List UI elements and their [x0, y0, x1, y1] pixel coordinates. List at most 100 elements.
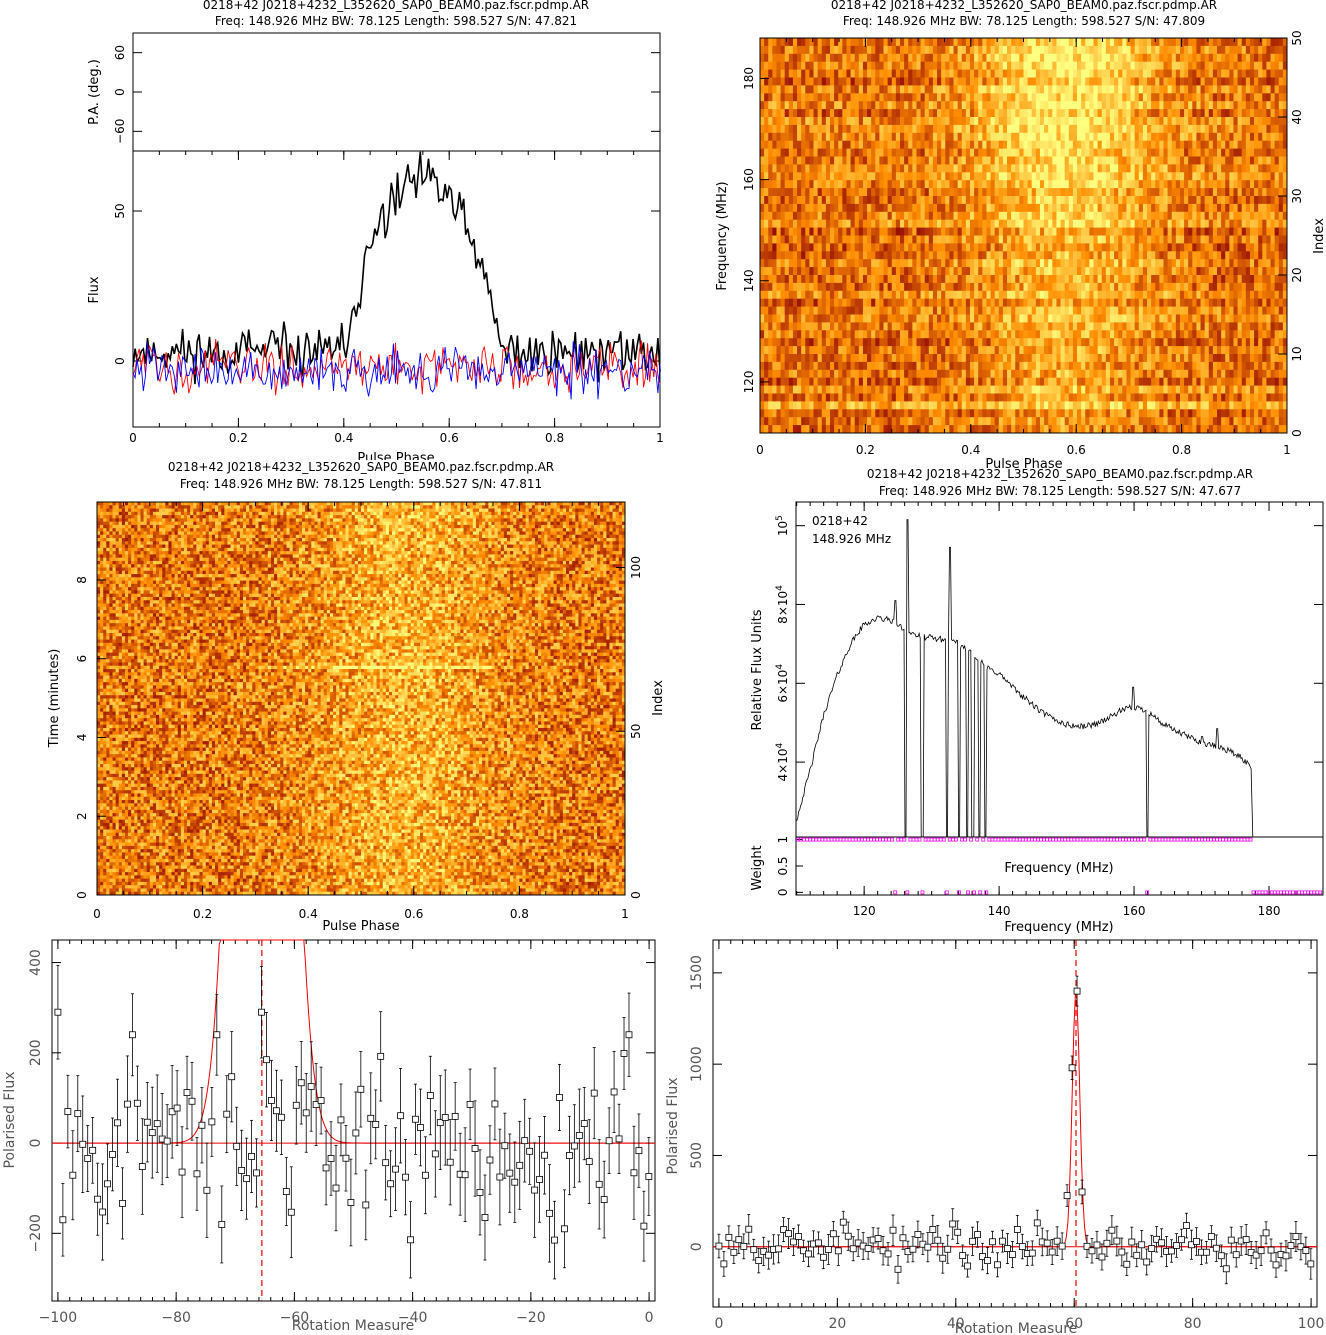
heatmap-cell [1278, 267, 1284, 276]
heatmap-cell [941, 243, 946, 252]
heatmap-cell [941, 196, 946, 205]
heatmap-cell [961, 314, 967, 323]
heatmap-cell [854, 314, 860, 323]
heatmap-cell [780, 306, 786, 315]
heatmap-cell [1217, 61, 1222, 70]
heatmap-cell [1204, 93, 1210, 102]
heatmap-cell [1064, 330, 1070, 339]
heatmap-cell [1254, 251, 1259, 260]
heatmap-cell [838, 188, 843, 197]
heatmap-cell [1212, 101, 1218, 110]
heatmap-cell [1151, 188, 1156, 197]
heatmap-cell [953, 330, 959, 339]
heatmap-cell [1007, 164, 1012, 173]
heatmap-cell [1217, 211, 1222, 221]
heatmap-cell [784, 330, 790, 339]
heatmap-cell [1262, 322, 1267, 331]
heatmap-cell [1031, 140, 1037, 149]
heatmap-cell [1081, 259, 1086, 268]
y-tick-label: 50 [113, 203, 127, 218]
heatmap-cell [1249, 227, 1255, 236]
heatmap-cell [850, 180, 856, 189]
heatmap-cell [1163, 203, 1168, 213]
heatmap-cell [1270, 211, 1276, 221]
heatmap-cell [1258, 188, 1263, 197]
heatmap-cell [982, 172, 987, 181]
heatmap-cell [764, 164, 769, 173]
heatmap-cell [1077, 148, 1082, 157]
heatmap-cell [1142, 282, 1148, 292]
heatmap-cell [1200, 322, 1206, 331]
heatmap-cell [1188, 164, 1193, 173]
heatmap-cell [1208, 290, 1214, 300]
heatmap-cell [776, 85, 781, 94]
heatmap-cell [965, 69, 971, 78]
heatmap-cell [1085, 298, 1090, 307]
heatmap-cell [1184, 275, 1189, 284]
heatmap-cell [862, 148, 868, 157]
heatmap-cell [1068, 211, 1074, 221]
heatmap-cell [1089, 132, 1094, 142]
heatmap-cell [1147, 267, 1152, 276]
heatmap-cell [1274, 251, 1280, 260]
heatmap-cell [990, 243, 996, 252]
heatmap-cell [764, 117, 769, 126]
heatmap-cell [1254, 117, 1259, 126]
heatmap-cell [1068, 132, 1074, 142]
heatmap-cell [1233, 38, 1238, 47]
heatmap-cell [862, 85, 868, 94]
heatmap-cell [1081, 322, 1086, 331]
heatmap-cell [912, 227, 917, 236]
heatmap-cell [953, 275, 959, 284]
heatmap-cell [1019, 227, 1024, 236]
heatmap-cell [998, 77, 1004, 86]
heatmap-cell [1155, 227, 1160, 236]
heatmap-cell [801, 38, 806, 47]
heatmap-cell [1011, 196, 1016, 205]
heatmap-cell [1134, 219, 1140, 228]
heatmap-cell [1179, 124, 1185, 134]
heatmap-cell [1229, 243, 1234, 252]
heatmap-cell [982, 109, 987, 118]
heatmap-cell [895, 227, 901, 236]
heatmap-cell [854, 282, 860, 292]
heatmap-cell [788, 235, 794, 244]
heatmap-cell [1200, 275, 1206, 284]
heatmap-cell [1097, 38, 1103, 47]
heatmap-cell [1044, 172, 1049, 181]
heatmap-cell [1027, 290, 1033, 300]
heatmap-cell [908, 148, 913, 157]
heatmap-cell [1118, 290, 1123, 300]
heatmap-cell [1245, 172, 1251, 181]
heatmap-cell [924, 267, 930, 276]
heatmap-cell [871, 140, 876, 149]
heatmap-cell [867, 180, 872, 189]
heatmap-cell [772, 180, 777, 189]
heatmap-cell [1282, 259, 1288, 268]
heatmap-cell [1039, 227, 1045, 236]
heatmap-cell [1077, 211, 1082, 221]
heatmap-cell [1204, 38, 1210, 47]
heatmap-cell [879, 61, 884, 70]
heatmap-cell [949, 314, 954, 323]
heatmap-cell [1048, 132, 1053, 142]
heatmap-cell [1007, 275, 1012, 284]
heatmap-cell [990, 132, 996, 142]
heatmap-cell [1188, 203, 1193, 213]
heatmap-cell [858, 132, 864, 142]
heatmap-cell [924, 180, 930, 189]
heatmap-cell [1072, 69, 1078, 78]
heatmap-cell [895, 140, 901, 149]
heatmap-cell [813, 338, 819, 347]
heatmap-cell [1147, 282, 1152, 292]
heatmap-cell [854, 259, 860, 268]
heatmap-cell [937, 251, 942, 260]
heatmap-cell [1007, 243, 1012, 252]
heatmap-cell [1064, 219, 1070, 228]
heatmap-cell [1208, 117, 1214, 126]
heatmap-cell [875, 298, 880, 307]
heatmap-cell [990, 53, 996, 63]
heatmap-cell [801, 61, 806, 70]
heatmap-cell [1068, 45, 1074, 55]
heatmap-cell [784, 267, 790, 276]
